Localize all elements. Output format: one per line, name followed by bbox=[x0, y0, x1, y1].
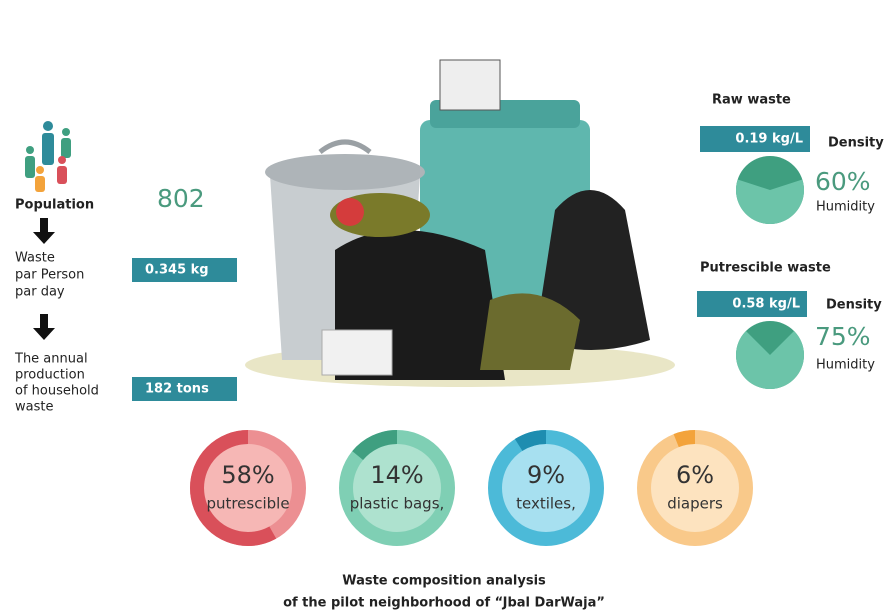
putrescible-humidity-text: Humidity bbox=[816, 358, 875, 373]
raw-density-value: 0.19 kg/L bbox=[735, 132, 803, 147]
donut-name: diapers bbox=[667, 495, 723, 513]
donut-name: putrescible bbox=[206, 495, 289, 513]
donut-name: plastic bags, bbox=[350, 495, 445, 513]
raw-density-label: Density bbox=[828, 136, 884, 151]
putrescible-density-label: Density bbox=[826, 298, 882, 313]
raw-waste-title: Raw waste bbox=[712, 93, 791, 108]
arrow bbox=[33, 218, 55, 244]
people-icon bbox=[25, 121, 71, 192]
population-label: Population bbox=[15, 198, 94, 213]
donut-value: 6% bbox=[676, 461, 714, 489]
caption: of the pilot neighborhood of “Jbal DarWa… bbox=[283, 596, 605, 611]
donut-value: 9% bbox=[527, 461, 565, 489]
raw-humidity-label: 60% bbox=[815, 167, 871, 196]
annual-production-value: 182 tons bbox=[145, 382, 209, 397]
arrow bbox=[33, 314, 55, 340]
label-line: waste bbox=[15, 400, 53, 415]
putrescible-density-value: 0.58 kg/L bbox=[732, 297, 800, 312]
label-line: The annual bbox=[14, 352, 88, 367]
population-value: 802 bbox=[157, 184, 205, 213]
label-line: Waste bbox=[15, 251, 55, 266]
raw-humidity-text: Humidity bbox=[816, 200, 875, 215]
putrescible-title: Putrescible waste bbox=[700, 261, 831, 276]
caption: Waste composition analysis bbox=[342, 574, 546, 589]
infographic: Population 802 Waste par Person par day 0.… bbox=[0, 0, 888, 612]
label-line: par Person bbox=[15, 268, 84, 283]
donut-value: 58% bbox=[221, 461, 274, 489]
label-line: production bbox=[15, 368, 85, 383]
donut-name: textiles, bbox=[516, 495, 576, 513]
donut-value: 14% bbox=[370, 461, 423, 489]
putrescible-humidity-label: 75% bbox=[815, 322, 871, 351]
label-line: of household bbox=[15, 384, 99, 399]
trash-illustration bbox=[245, 60, 675, 387]
waste-per-person-value: 0.345 kg bbox=[145, 263, 209, 278]
label-line: par day bbox=[15, 285, 65, 300]
waste-per-person-label: Waste par Person par day bbox=[15, 251, 84, 300]
